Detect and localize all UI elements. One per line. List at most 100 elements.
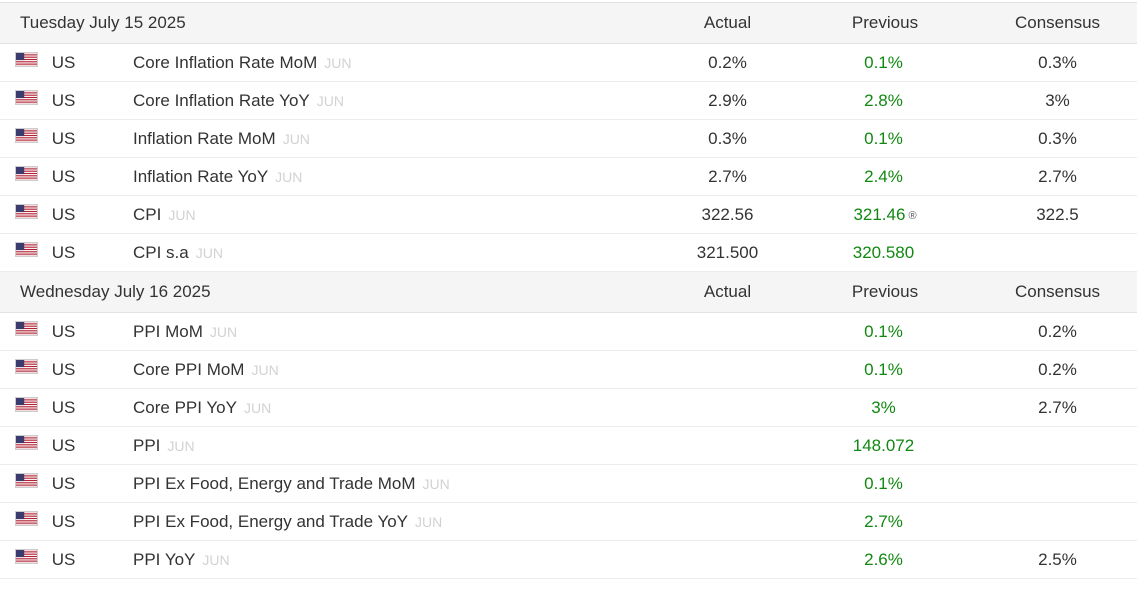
consensus-value: 2.7% [965,157,1137,196]
date-header-row: Tuesday July 15 2025 Actual Previous Con… [0,2,1137,44]
column-header-previous: Previous [851,282,919,301]
country-label: US [51,128,76,148]
consensus-value: 0.3% [965,119,1137,158]
actual-value: 0.2% [650,43,805,82]
country-label: US [51,473,76,493]
column-header-consensus: Consensus [1014,282,1101,301]
actual-value: 2.7% [650,157,805,196]
consensus-value [965,426,1137,465]
previous-value: 0.1% [805,464,965,503]
event-link[interactable]: CPI s.a [133,242,189,262]
us-flag-icon [15,204,38,224]
country-label: US [51,204,76,224]
previous-value: 320.580 [805,233,965,272]
event-link[interactable]: Inflation Rate YoY [133,166,269,186]
event-row[interactable]: US PPI Ex Food, Energy and Trade MoM JUN … [0,464,1137,503]
period-label: JUN [282,130,310,147]
event-link[interactable]: Core Inflation Rate MoM [133,52,318,72]
period-label: JUN [209,323,238,340]
us-flag-icon [15,435,38,455]
event-link[interactable]: Core PPI MoM [133,359,245,379]
us-flag-icon [15,242,38,262]
actual-value [650,502,805,541]
event-link[interactable]: Core PPI YoY [133,397,237,417]
period-label: JUN [168,206,196,223]
actual-value [650,426,805,465]
us-flag-icon [15,128,38,148]
previous-value: 0.1% [805,350,965,389]
us-flag-icon [15,52,38,72]
consensus-value [965,233,1137,272]
column-header-consensus: Consensus [1014,13,1101,32]
consensus-value [965,464,1137,503]
consensus-value: 3% [965,81,1137,120]
actual-value [650,312,805,351]
actual-value [650,388,805,427]
event-row[interactable]: US PPI Ex Food, Energy and Trade YoY JUN … [0,502,1137,541]
event-link[interactable]: PPI Ex Food, Energy and Trade MoM [133,473,416,493]
country-label: US [51,359,76,379]
us-flag-icon [15,359,38,379]
event-link[interactable]: Core Inflation Rate YoY [133,90,310,110]
previous-value: 2.8% [805,81,965,120]
date-label: Tuesday July 15 2025 [20,13,186,32]
event-row[interactable]: US CPI s.a JUN 321.500 320.580 [0,233,1137,272]
us-flag-icon [15,549,38,569]
event-row[interactable]: US Core PPI MoM JUN 0.1% 0.2% [0,350,1137,389]
actual-value [650,540,805,579]
event-link[interactable]: PPI MoM [133,321,203,341]
event-row[interactable]: US PPI JUN 148.072 [0,426,1137,465]
period-label: JUN [195,244,223,261]
event-link[interactable]: Inflation Rate MoM [133,128,276,148]
period-label: JUN [202,551,230,568]
us-flag-icon [15,166,38,186]
event-row[interactable]: US PPI MoM JUN 0.1% 0.2% [0,312,1137,351]
event-row[interactable]: US PPI YoY JUN 2.6% 2.5% [0,540,1137,579]
event-row[interactable]: US Core PPI YoY JUN 3% 2.7% [0,388,1137,427]
event-row[interactable]: US Core Inflation Rate MoM JUN 0.2% 0.1% … [0,43,1137,82]
previous-value: 2.7% [805,502,965,541]
consensus-value: 2.5% [965,540,1137,579]
date-header-row: Wednesday July 16 2025 Actual Previous C… [0,271,1137,313]
consensus-value: 0.2% [965,312,1137,351]
period-label: JUN [422,475,450,492]
consensus-value [965,502,1137,541]
previous-value: 0.1% [805,119,965,158]
event-row[interactable]: US Inflation Rate YoY JUN 2.7% 2.4% 2.7% [0,157,1137,196]
actual-value: 2.9% [650,81,805,120]
country-label: US [51,90,76,110]
column-header-previous: Previous [851,13,919,32]
actual-value [650,464,805,503]
period-label: JUN [324,54,352,71]
period-label: JUN [275,168,303,185]
consensus-value: 0.2% [965,350,1137,389]
country-label: US [51,166,76,186]
event-link[interactable]: CPI [133,204,162,224]
country-label: US [51,435,76,455]
us-flag-icon [15,90,38,110]
country-label: US [51,52,76,72]
previous-value: 2.6% [805,540,965,579]
period-label: JUN [316,92,344,109]
event-link[interactable]: PPI Ex Food, Energy and Trade YoY [133,511,409,531]
previous-value: 321.46 ® [805,195,965,234]
country-label: US [51,549,76,569]
column-header-actual: Actual [703,282,752,301]
previous-value: 0.1% [805,312,965,351]
event-link[interactable]: PPI [133,435,161,455]
actual-value [650,350,805,389]
event-link[interactable]: PPI YoY [133,549,196,569]
event-row[interactable]: US Inflation Rate MoM JUN 0.3% 0.1% 0.3% [0,119,1137,158]
actual-value: 322.56 [650,195,805,234]
period-label: JUN [415,513,443,530]
column-header-actual: Actual [703,13,752,32]
revised-indicator: ® [908,209,917,222]
consensus-value: 2.7% [965,388,1137,427]
event-row[interactable]: US Core Inflation Rate YoY JUN 2.9% 2.8% … [0,81,1137,120]
consensus-value: 0.3% [965,43,1137,82]
event-row[interactable]: US CPI JUN 322.56 321.46 ® 322.5 [0,195,1137,234]
calendar-table: Tuesday July 15 2025 Actual Previous Con… [0,2,1137,579]
us-flag-icon [15,321,38,341]
actual-value: 321.500 [650,233,805,272]
